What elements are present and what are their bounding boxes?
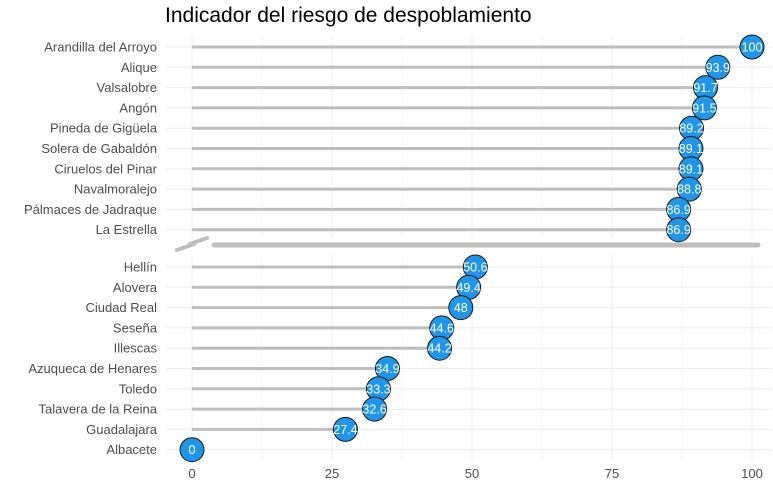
data-point — [332, 416, 358, 442]
x-tick-label: 100 — [741, 466, 763, 481]
value-label: 33.3 — [366, 382, 390, 396]
value-label: 93.9 — [706, 61, 730, 75]
category-label: Ciudad Real — [85, 300, 157, 315]
category-label: Albacete — [106, 442, 157, 457]
value-label: 89.2 — [679, 122, 703, 136]
data-point — [448, 295, 474, 321]
value-label: 88.8 — [677, 183, 701, 197]
category-label: Arandilla del Arroyo — [44, 40, 157, 55]
category-label: Guadalajara — [86, 422, 158, 437]
data-point — [179, 437, 205, 463]
x-axis: 0 25 50 75 100 — [188, 466, 762, 481]
category-label: Ciruelos del Pinar — [54, 161, 157, 176]
value-label: 27.4 — [333, 423, 357, 437]
value-label: 34.9 — [375, 362, 399, 376]
data-point — [705, 54, 731, 80]
category-label: Hellín — [124, 260, 157, 275]
category-label: Pineda de Gigüela — [50, 121, 158, 136]
value-label: 89.1 — [679, 142, 703, 156]
category-label: Azuqueca de Henares — [28, 361, 157, 376]
value-label: 50.6 — [463, 261, 487, 275]
category-label: Valsalobre — [97, 80, 157, 95]
category-label: Angón — [119, 100, 157, 115]
category-label: Alique — [121, 60, 157, 75]
value-label: 86.9 — [666, 223, 690, 237]
value-label: 49.4 — [456, 281, 480, 295]
category-label: Talavera de la Reina — [38, 402, 157, 417]
x-tick-label: 75 — [605, 466, 619, 481]
axis-break-mark — [188, 236, 209, 246]
value-label: 48 — [454, 301, 468, 315]
category-label: Seseña — [113, 320, 158, 335]
data-point — [739, 34, 765, 60]
category-labels: Arandilla del Arroyo Alique Valsalobre Angó… — [24, 40, 158, 458]
data-points: 100 93.9 91.7 91.5 89.2 89.1 89.1 88.8 86.9 86.9 5… — [179, 34, 765, 463]
x-tick-label: 50 — [465, 466, 479, 481]
category-label: La Estrella — [96, 222, 158, 237]
stems — [192, 45, 752, 431]
value-label: 0 — [189, 443, 196, 457]
value-label: 91.5 — [692, 101, 716, 115]
category-label: Toledo — [119, 381, 157, 396]
data-point — [691, 95, 717, 121]
value-label: 89.1 — [679, 162, 703, 176]
category-label: Solera de Gabaldón — [41, 141, 157, 156]
value-label: 91.7 — [693, 81, 717, 95]
axis-break — [175, 236, 761, 252]
x-tick-label: 25 — [325, 466, 339, 481]
value-label: 32.6 — [362, 403, 386, 417]
chart-title: Indicador del riesgo de despoblamiento — [165, 4, 532, 27]
value-label: 44.6 — [430, 321, 454, 335]
data-point — [666, 217, 692, 243]
category-label: Alovera — [113, 280, 158, 295]
category-label: Pálmaces de Jadraque — [24, 202, 157, 217]
category-label: Navalmoralejo — [74, 182, 157, 197]
data-point — [676, 176, 702, 202]
category-label: Illescas — [114, 341, 158, 356]
x-tick-label: 0 — [188, 466, 195, 481]
value-label: 86.9 — [666, 203, 690, 217]
data-point — [362, 396, 388, 422]
value-label: 44.2 — [427, 342, 451, 356]
data-point — [427, 335, 453, 361]
value-label: 100 — [742, 41, 763, 55]
